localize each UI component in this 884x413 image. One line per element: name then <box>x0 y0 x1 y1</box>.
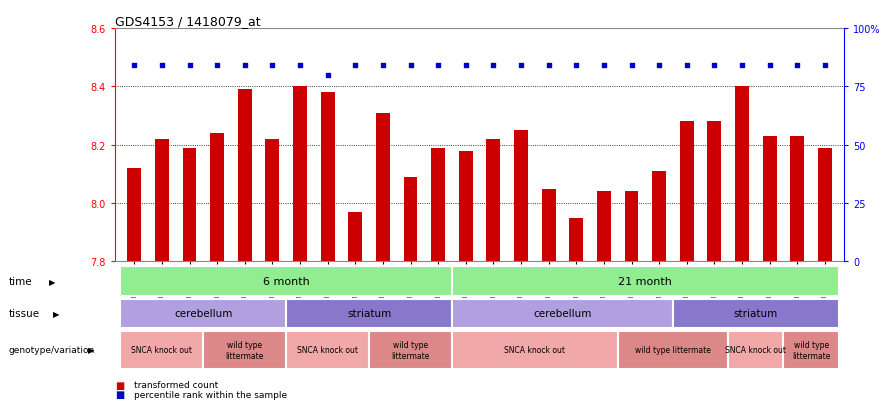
Point <box>597 63 611 69</box>
Bar <box>183 148 196 262</box>
Point <box>735 63 749 69</box>
Bar <box>790 137 804 262</box>
Bar <box>569 218 583 262</box>
Text: GDS4153 / 1418079_at: GDS4153 / 1418079_at <box>115 15 261 28</box>
Bar <box>155 140 169 262</box>
Bar <box>348 212 362 262</box>
Text: wild type littermate: wild type littermate <box>635 346 711 354</box>
Point <box>155 63 169 69</box>
Point <box>542 63 556 69</box>
Point <box>624 63 638 69</box>
Bar <box>597 192 611 262</box>
Bar <box>618 331 728 369</box>
Text: wild type
littermate: wild type littermate <box>392 340 430 360</box>
Point <box>459 63 473 69</box>
Point <box>210 63 225 69</box>
Bar <box>452 267 839 297</box>
Bar <box>404 178 417 262</box>
Bar <box>707 122 721 262</box>
Text: cerebellum: cerebellum <box>174 309 232 319</box>
Bar <box>321 93 334 262</box>
Text: SNCA knock out: SNCA knock out <box>504 346 566 354</box>
Text: wild type
littermate: wild type littermate <box>792 340 830 360</box>
Bar <box>735 87 749 262</box>
Text: SNCA knock out: SNCA knock out <box>725 346 787 354</box>
Point <box>707 63 721 69</box>
Point <box>652 63 667 69</box>
Point <box>790 63 804 69</box>
Text: ▶: ▶ <box>49 277 55 286</box>
Point <box>127 63 141 69</box>
Point <box>182 63 196 69</box>
Point <box>238 63 252 69</box>
Text: SNCA knock out: SNCA knock out <box>297 346 358 354</box>
Bar <box>763 137 776 262</box>
Text: time: time <box>9 276 33 287</box>
Bar <box>370 331 452 369</box>
Point <box>348 63 362 69</box>
Bar <box>286 331 370 369</box>
Point <box>376 63 390 69</box>
Bar <box>680 122 694 262</box>
Bar <box>120 299 286 329</box>
Bar <box>783 331 839 369</box>
Bar <box>127 169 141 262</box>
Bar <box>514 131 528 262</box>
Bar <box>238 90 252 262</box>
Text: tissue: tissue <box>9 309 40 319</box>
Bar <box>293 87 307 262</box>
Bar <box>376 113 390 262</box>
Point <box>680 63 694 69</box>
Text: striatum: striatum <box>347 309 392 319</box>
Point <box>265 63 279 69</box>
Point <box>403 63 417 69</box>
Point <box>569 63 583 69</box>
Text: wild type
littermate: wild type littermate <box>225 340 264 360</box>
Bar <box>652 171 666 262</box>
Bar <box>210 134 224 262</box>
Text: ■: ■ <box>115 380 124 390</box>
Bar <box>818 148 832 262</box>
Bar <box>203 331 286 369</box>
Bar <box>625 192 638 262</box>
Text: 21 month: 21 month <box>619 276 672 287</box>
Bar <box>673 299 839 329</box>
Bar <box>286 299 452 329</box>
Bar <box>452 331 618 369</box>
Text: cerebellum: cerebellum <box>533 309 591 319</box>
Point <box>514 63 528 69</box>
Bar <box>120 331 203 369</box>
Bar <box>486 140 500 262</box>
Point <box>763 63 777 69</box>
Point <box>818 63 832 69</box>
Point <box>293 63 307 69</box>
Text: genotype/variation: genotype/variation <box>9 346 95 354</box>
Point <box>431 63 446 69</box>
Text: percentile rank within the sample: percentile rank within the sample <box>134 390 287 399</box>
Bar <box>120 267 452 297</box>
Point <box>321 72 335 79</box>
Point <box>486 63 500 69</box>
Text: 6 month: 6 month <box>263 276 309 287</box>
Text: striatum: striatum <box>734 309 778 319</box>
Bar <box>431 148 445 262</box>
Text: ■: ■ <box>115 389 124 399</box>
Text: ▶: ▶ <box>88 346 95 354</box>
Text: ▶: ▶ <box>53 309 59 318</box>
Bar <box>265 140 279 262</box>
Bar <box>459 151 473 262</box>
Text: transformed count: transformed count <box>134 380 218 389</box>
Text: SNCA knock out: SNCA knock out <box>132 346 193 354</box>
Bar <box>452 299 673 329</box>
Bar <box>542 189 555 262</box>
Bar <box>728 331 783 369</box>
